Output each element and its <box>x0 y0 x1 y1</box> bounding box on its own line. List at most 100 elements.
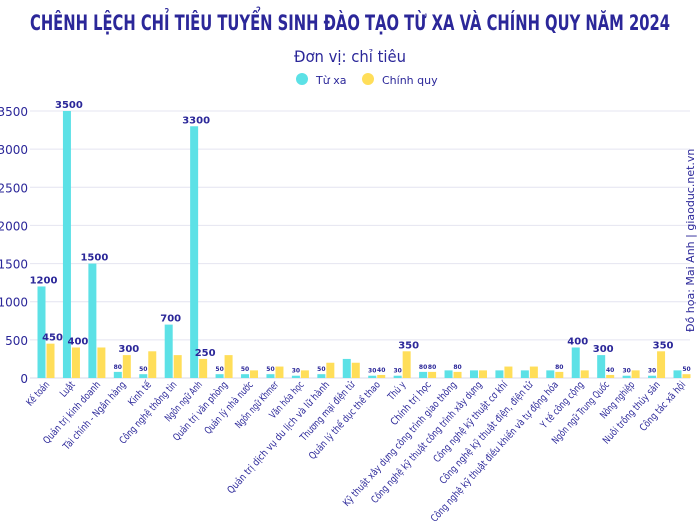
data-label: 30 <box>292 368 300 375</box>
bar-tu-xa <box>597 355 606 378</box>
bar-chinh-quy <box>224 355 233 378</box>
x-tick-label: Luật <box>57 379 77 400</box>
bar-chinh-quy <box>555 371 564 378</box>
bar-tu-xa <box>88 263 97 378</box>
data-label: 80 <box>555 364 563 371</box>
legend: Từ xa Chính quy <box>296 73 438 87</box>
data-label: 300 <box>118 344 139 355</box>
data-label: 350 <box>398 340 419 351</box>
data-label: 1500 <box>80 253 108 264</box>
data-label: 350 <box>653 340 674 351</box>
data-label: 80 <box>453 364 461 371</box>
bar-tu-xa <box>546 370 555 378</box>
x-tick-label: Thú y <box>385 379 409 403</box>
bar-tu-xa <box>266 374 275 378</box>
bar-tu-xa <box>113 371 122 378</box>
bar-tu-xa <box>291 375 300 378</box>
bar-chinh-quy <box>122 355 131 378</box>
bar-chinh-quy <box>199 358 208 378</box>
bar-chinh-quy <box>148 351 157 378</box>
data-label: 30 <box>368 368 376 375</box>
x-tick-label: Kế toán <box>24 379 52 409</box>
bar-chinh-quy <box>657 351 666 378</box>
data-label: 400 <box>68 336 89 347</box>
data-label: 400 <box>567 336 588 347</box>
bar-tu-xa <box>419 371 428 378</box>
bar-chinh-quy <box>377 374 386 378</box>
bar-tu-xa <box>520 370 529 378</box>
legend-swatch-chinh-quy <box>362 73 374 85</box>
bar-chinh-quy <box>71 347 80 378</box>
bar-chinh-quy <box>300 370 309 378</box>
bar-tu-xa <box>571 347 580 378</box>
bar-chinh-quy <box>529 366 538 378</box>
data-label: 700 <box>160 314 181 325</box>
bar-tu-xa <box>368 375 377 378</box>
y-tick-label: 0 <box>20 372 28 386</box>
bar-chinh-quy <box>428 371 437 378</box>
bar-tu-xa <box>215 374 224 378</box>
bar-chinh-quy <box>478 370 487 378</box>
bar-tu-xa <box>37 286 46 378</box>
data-label: 3300 <box>182 115 210 126</box>
legend-swatch-tu-xa <box>296 73 308 85</box>
bar-tu-xa <box>241 374 250 378</box>
data-label: 80 <box>419 364 427 371</box>
bar-chinh-quy <box>326 362 335 378</box>
data-label: 80 <box>428 364 436 371</box>
bar-tu-xa <box>469 370 478 378</box>
bar-tu-xa <box>139 374 148 378</box>
bar-chinh-quy <box>250 370 259 378</box>
legend-label-tu-xa: Từ xa <box>315 74 346 87</box>
bar-tu-xa <box>648 375 657 378</box>
bar-chinh-quy <box>682 374 691 378</box>
y-tick-label: 2000 <box>0 219 28 233</box>
y-tick-label: 500 <box>5 334 28 348</box>
bar-chinh-quy <box>606 374 615 378</box>
bar-tu-xa <box>393 375 402 378</box>
bar-chinh-quy <box>46 343 55 378</box>
data-label: 30 <box>393 368 401 375</box>
y-tick-label: 3500 <box>0 105 28 119</box>
bar-chinh-quy <box>173 355 182 378</box>
bar-tu-xa <box>164 324 173 378</box>
data-label: 50 <box>215 366 223 373</box>
bar-tu-xa <box>622 375 631 378</box>
bar-chinh-quy <box>351 362 360 378</box>
legend-label-chinh-quy: Chính quy <box>382 74 438 87</box>
bar-chinh-quy <box>402 351 411 378</box>
data-label: 50 <box>317 366 325 373</box>
data-label: 50 <box>139 366 147 373</box>
bar-chinh-quy <box>580 370 589 378</box>
data-label: 1200 <box>30 275 58 286</box>
x-tick-label: Y tế công cộng <box>538 379 587 431</box>
bar-chinh-quy <box>97 347 106 378</box>
y-tick-label: 1000 <box>0 296 28 310</box>
bar-chinh-quy <box>631 370 640 378</box>
data-label: 50 <box>266 366 274 373</box>
y-tick-label: 2500 <box>0 181 28 195</box>
y-tick-label: 1500 <box>0 258 28 272</box>
bar-tu-xa <box>673 370 682 378</box>
chart-subtitle: Đơn vị: chỉ tiêu <box>294 47 406 66</box>
bar-tu-xa <box>342 358 351 378</box>
bar-tu-xa <box>190 126 199 378</box>
y-tick-label: 3000 <box>0 143 28 157</box>
bar-chinh-quy <box>453 371 462 378</box>
x-tick-label: Ngôn ngữ Khmer <box>233 379 282 431</box>
data-label: 80 <box>114 364 122 371</box>
data-label: 450 <box>42 333 63 344</box>
bar-chinh-quy <box>275 366 284 378</box>
bar-tu-xa <box>444 370 453 378</box>
bar-chinh-quy <box>504 366 513 378</box>
data-label: 300 <box>593 344 614 355</box>
data-label: 40 <box>606 367 614 374</box>
bar-tu-xa <box>317 374 326 378</box>
data-label: 3500 <box>55 100 83 111</box>
bar-tu-xa <box>495 370 504 378</box>
credit: Đồ họa: Mai Anh | giaoduc.net.vn <box>684 149 697 332</box>
data-label: 40 <box>377 367 385 374</box>
data-label: 30 <box>648 368 656 375</box>
data-label: 50 <box>241 366 249 373</box>
